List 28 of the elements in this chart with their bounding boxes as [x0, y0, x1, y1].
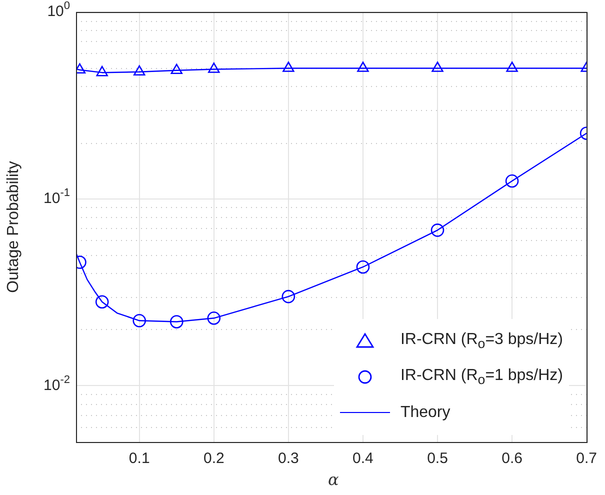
- point: [282, 290, 296, 304]
- x-tick-label: 0.2: [203, 450, 224, 468]
- point: [506, 62, 518, 72]
- y-axis-title: Outage Probability: [5, 161, 22, 293]
- point: [95, 295, 109, 309]
- point: [430, 224, 444, 237]
- point: [282, 62, 294, 72]
- x-tick-label: 0.7: [576, 450, 598, 468]
- point: [432, 62, 444, 72]
- x-tick-label: 0.6: [502, 450, 522, 468]
- point: [356, 260, 370, 274]
- legend-label: Theory: [400, 404, 450, 422]
- point: [170, 64, 182, 74]
- point: [96, 66, 108, 76]
- x-tick-label: 0.1: [128, 450, 150, 468]
- legend-label: IR-CRN (R$_{o}$=3 bps/Hz): [400, 330, 563, 352]
- x-tick-label: 0.5: [427, 450, 448, 468]
- point: [505, 174, 519, 188]
- x-tick-label: 0.3: [278, 450, 299, 468]
- x-axis-title: α: [328, 470, 339, 489]
- legend-label: IR-CRN (R$_{o}$=1 bps/Hz): [400, 366, 563, 388]
- point: [208, 62, 220, 73]
- x-tick-label: 0.4: [352, 450, 374, 468]
- point: [134, 65, 146, 76]
- point: [207, 312, 221, 325]
- point: [170, 315, 184, 328]
- point: [132, 314, 146, 328]
- point: [357, 62, 369, 72]
